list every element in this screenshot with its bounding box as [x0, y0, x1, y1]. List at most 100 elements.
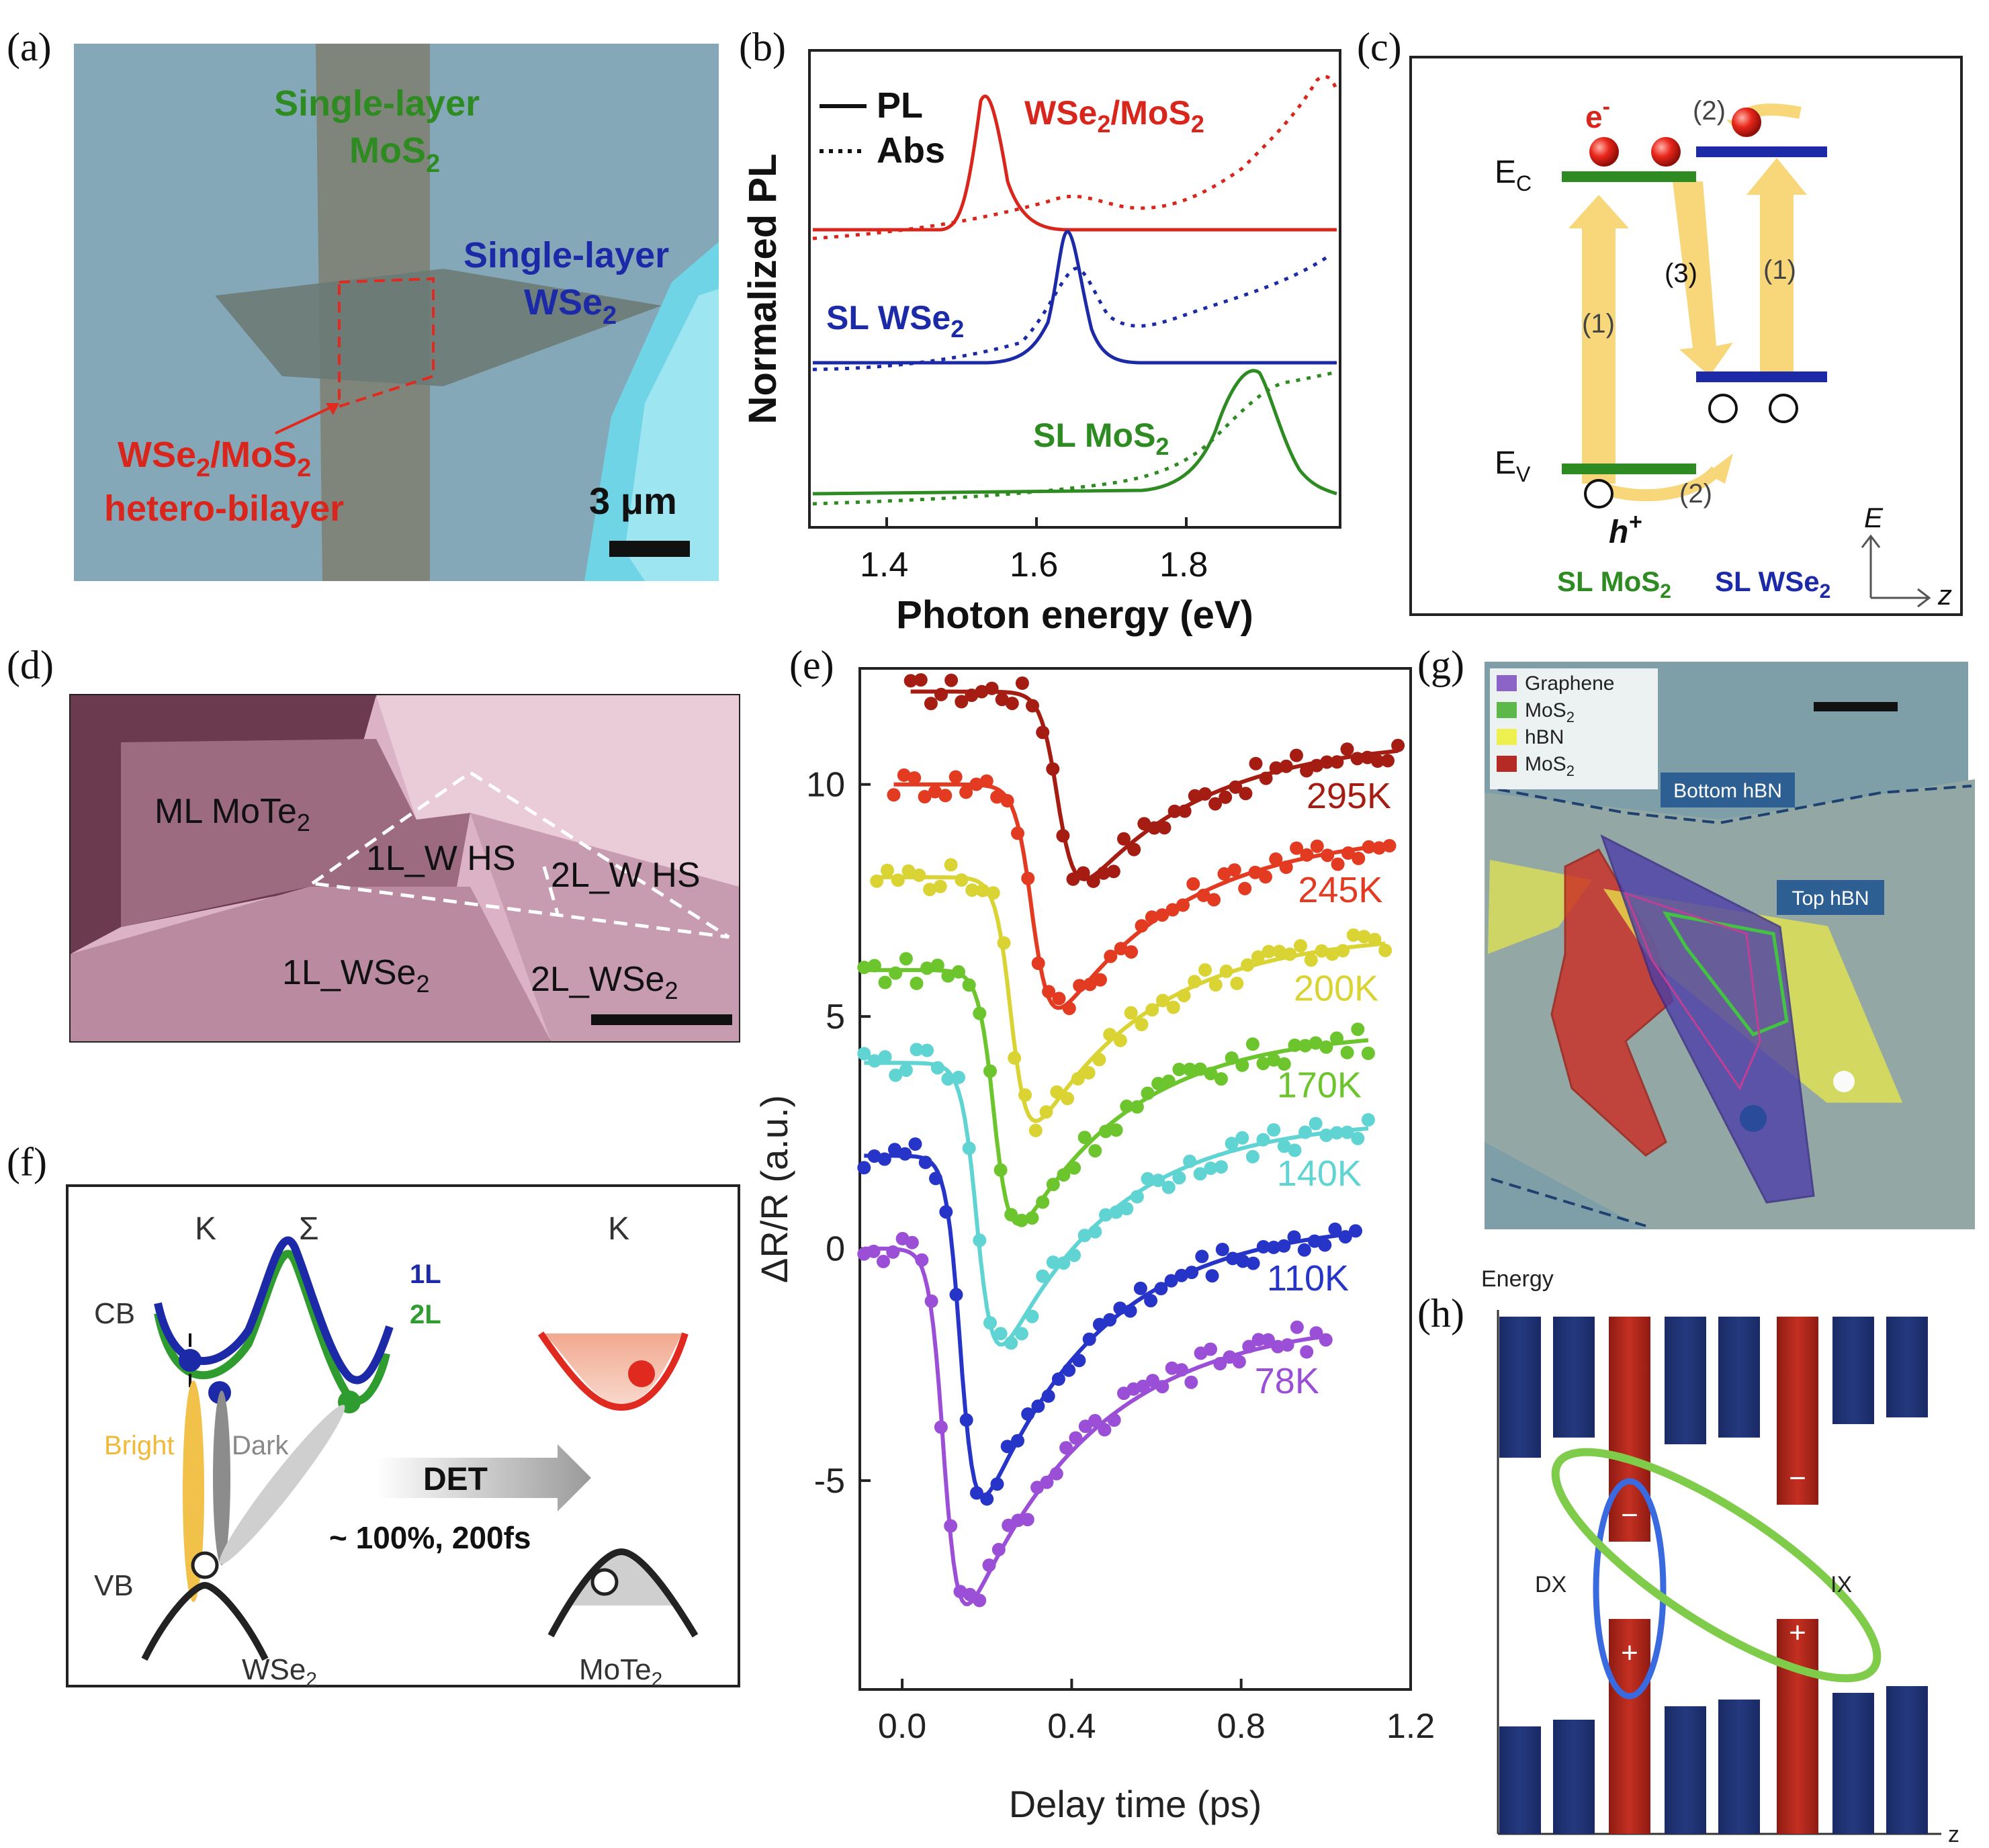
data-point: [969, 777, 983, 791]
valence-bars: [1499, 1686, 1928, 1834]
data-point: [1086, 874, 1100, 888]
label-top-hbn: Top hBN: [1792, 887, 1869, 910]
data-point: [1378, 943, 1393, 957]
data-point: [965, 883, 979, 897]
data-point: [962, 978, 976, 992]
series-110K: 110K: [857, 1137, 1362, 1506]
data-point: [973, 1593, 987, 1608]
data-point: [986, 886, 1000, 900]
series-label: 200K: [1294, 969, 1378, 1009]
data-point: [1350, 752, 1364, 766]
series-170K: 170K: [857, 952, 1375, 1227]
data-point: [1249, 756, 1263, 771]
data-point: [1051, 1372, 1065, 1386]
data-point: [1046, 1178, 1060, 1192]
label-det-efficiency: ~ 100%, 200fs: [329, 1520, 531, 1555]
data-point: [1213, 1357, 1227, 1370]
data-point: [983, 1316, 997, 1330]
data-point: [1338, 1230, 1352, 1244]
data-point: [878, 975, 892, 989]
data-point: [1267, 1240, 1281, 1254]
data-point: [1124, 945, 1139, 959]
data-point: [955, 695, 969, 709]
data-point: [1325, 947, 1339, 961]
dark-exciton: [213, 1391, 230, 1565]
data-point: [1208, 978, 1223, 992]
data-point: [1193, 1062, 1207, 1076]
data-point: [1297, 1243, 1311, 1257]
data-point: [1204, 1161, 1218, 1176]
data-point: [948, 770, 963, 784]
data-point: [1310, 758, 1324, 773]
data-point: [1088, 1225, 1102, 1239]
data-point: [1269, 761, 1283, 775]
series-label: 140K: [1277, 1153, 1362, 1194]
data-point: [1217, 867, 1231, 881]
data-point: [1109, 1205, 1123, 1219]
data-point: [941, 1072, 955, 1086]
data-point: [1088, 1144, 1102, 1158]
data-point: [985, 681, 999, 695]
panel-c-frame: [1409, 56, 1963, 616]
data-point: [1031, 1399, 1045, 1413]
data-point: [1331, 857, 1345, 871]
data-point: [1229, 780, 1243, 794]
band-1l-wse2: [154, 1236, 394, 1384]
data-point: [1219, 964, 1233, 978]
data-point: [1020, 1513, 1034, 1527]
vb-mote2: [547, 1548, 699, 1638]
xtick-label: 0.0: [878, 1707, 926, 1746]
panel-label-e: (e): [789, 643, 834, 687]
data-point: [1165, 903, 1180, 917]
data-point: [990, 790, 1004, 804]
data-point: [1042, 985, 1056, 999]
data-point: [886, 1245, 900, 1259]
data-point: [914, 673, 928, 687]
label-electron: e-: [1585, 94, 1610, 134]
data-point: [1062, 1002, 1076, 1016]
data-point: [1241, 958, 1255, 972]
data-point: [965, 689, 979, 702]
data-point: [897, 768, 911, 782]
data-point: [1155, 1380, 1169, 1394]
data-point: [1077, 1131, 1092, 1145]
data-point: [1057, 1256, 1071, 1270]
data-point: [905, 1235, 919, 1249]
data-point: [938, 789, 953, 803]
data-point: [1008, 1051, 1022, 1065]
legend-mos2-green: MoS2: [1525, 699, 1575, 725]
data-point: [891, 873, 905, 887]
data-point: [1351, 1022, 1365, 1037]
label-b-wse2: SL WSe2: [826, 299, 964, 343]
hole-mote2-icon: [590, 1568, 619, 1596]
data-point: [1352, 851, 1366, 865]
data-point: [944, 673, 959, 687]
data-point: [1157, 821, 1172, 835]
xtick-b-1: 1.4: [860, 545, 908, 584]
label-sl-mos2: SL MoS2: [1557, 566, 1671, 603]
direct-exciton-ellipse: [1593, 1478, 1667, 1700]
data-point: [1198, 963, 1212, 977]
data-point: [1245, 1149, 1259, 1163]
data-point: [1309, 1036, 1323, 1050]
data-point: [1226, 1251, 1240, 1266]
data-point: [1225, 1137, 1239, 1151]
data-point: [973, 1006, 987, 1020]
data-point: [901, 864, 916, 878]
data-point: [1135, 1018, 1149, 1032]
data-point: [1046, 1256, 1060, 1269]
data-point: [1040, 1475, 1054, 1489]
ytick-label: 10: [806, 766, 845, 805]
data-point: [912, 868, 926, 882]
data-point: [1127, 842, 1141, 856]
label-bottom-hbn: Bottom hBN: [1673, 780, 1782, 802]
data-point: [1290, 1320, 1304, 1334]
data-point: [1320, 755, 1334, 769]
legend-swatch-graphene: [1497, 675, 1517, 691]
scale-bar: [609, 541, 690, 557]
data-point: [993, 1163, 1008, 1177]
conduction-bars: [1499, 1317, 1928, 1458]
data-point: [1346, 928, 1360, 942]
data-point: [1349, 1224, 1362, 1238]
data-point: [1161, 1074, 1176, 1088]
